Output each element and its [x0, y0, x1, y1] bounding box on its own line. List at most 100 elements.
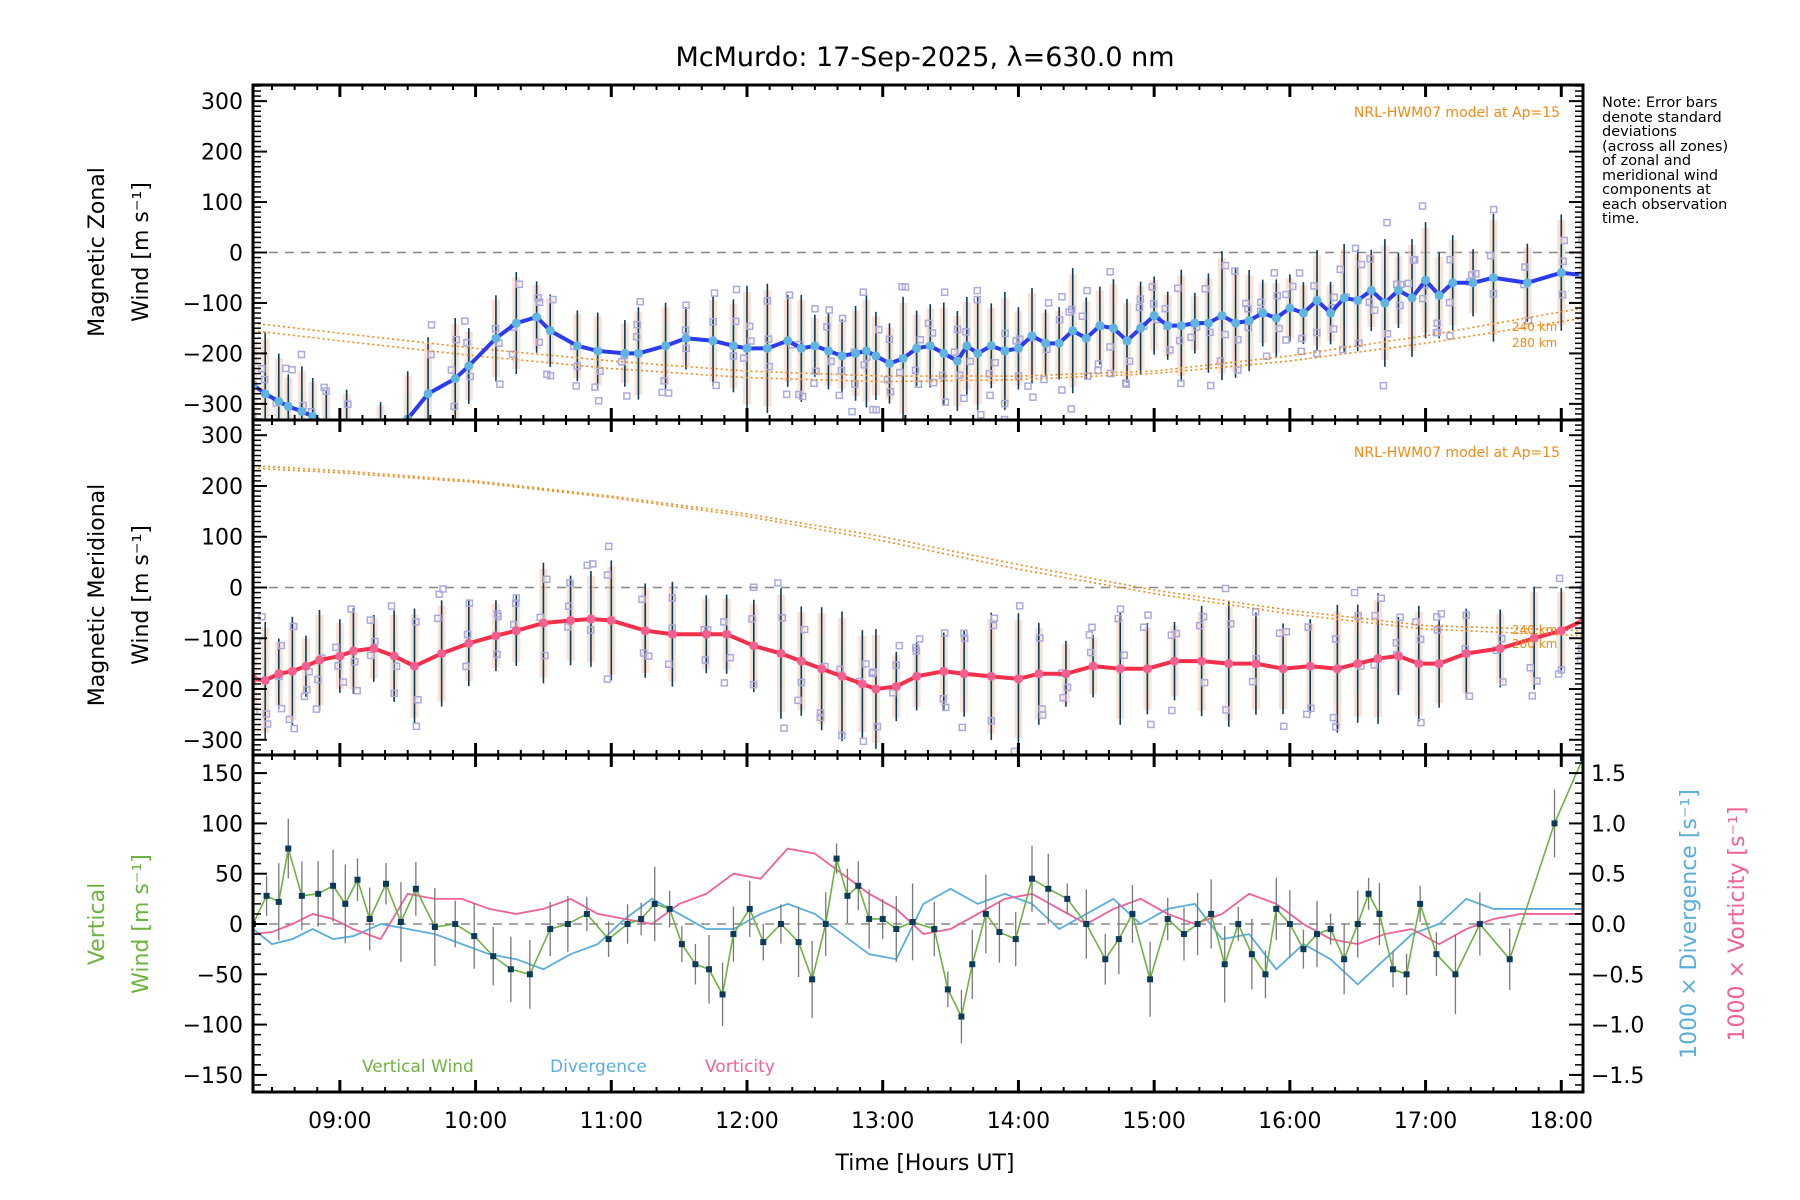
zone-point [1200, 678, 1209, 687]
meridional-wind-point [1013, 674, 1023, 684]
divergence-ylabel: 1000 × Divergence [s⁻¹] [1677, 789, 1702, 1059]
zone-point [1083, 286, 1091, 295]
zone-point [1446, 332, 1454, 340]
zone-point [1313, 349, 1321, 358]
meridional-wind-point [1278, 664, 1288, 674]
zone-point [825, 306, 833, 314]
meridional-wind-point [1088, 661, 1098, 671]
zone-point [1147, 720, 1155, 729]
meridional-ylabel-line1: Magnetic Meridional [85, 484, 110, 706]
zone-point [324, 444, 330, 450]
zonal-wind-point [342, 430, 351, 439]
zone-point [874, 326, 883, 334]
y-tick-label: 200 [201, 475, 243, 500]
zone-point [439, 585, 447, 593]
meridional-wind-point [986, 671, 996, 681]
meridional-wind-point [287, 666, 297, 676]
zone-point [1251, 608, 1260, 616]
zonal-wind-point [1027, 331, 1037, 341]
zonal-wind-point [810, 341, 820, 351]
x-tick-label: 18:00 [1530, 1109, 1593, 1134]
zonal-ylabel-line1: Magnetic Zonal [85, 167, 110, 337]
zone-point [534, 294, 542, 302]
zone-point [664, 389, 673, 397]
vertical-wind-point [1083, 921, 1090, 928]
zone-point [387, 602, 396, 610]
zone-point [731, 317, 740, 326]
meridional-wind-point [857, 679, 867, 689]
zone-point [377, 446, 383, 452]
vertical-wind-point [526, 971, 533, 978]
zone-point [288, 366, 296, 374]
zone-point [785, 291, 794, 299]
zone-point [816, 713, 825, 722]
vertical-wind-point [547, 926, 554, 933]
zone-point [1526, 664, 1535, 672]
meridional-wind-point [301, 661, 311, 671]
zone-point [1559, 257, 1568, 266]
x-tick-label: 14:00 [987, 1109, 1050, 1134]
zone-point [461, 317, 469, 325]
meridional-wind-point [491, 631, 501, 641]
zonal-model-label: NRL-HWM07 model at Ap=15 [1354, 105, 1560, 121]
zone-point [848, 407, 856, 416]
zone-point [977, 410, 985, 419]
zone-point [1029, 393, 1037, 401]
zonal-wind-point [1068, 326, 1078, 336]
zone-point [322, 387, 330, 395]
zone-point [1187, 333, 1195, 342]
zone-point [749, 680, 758, 689]
vertical-wind-point [412, 885, 419, 892]
zone-point [639, 649, 648, 657]
zone-point [412, 618, 420, 626]
zonal-wind-point [681, 333, 691, 343]
y-tick-label: 100 [201, 812, 243, 837]
zone-point [379, 438, 385, 444]
zone-point [633, 320, 641, 329]
zonal-wind-point [283, 401, 293, 411]
zonal-wind-point [823, 346, 833, 356]
meridional-wind-point [749, 641, 759, 651]
zone-point [1015, 602, 1024, 610]
meridional-wind-point [1142, 664, 1152, 674]
zone-point [258, 613, 266, 621]
zone-point [1059, 693, 1067, 702]
zone-point [1015, 335, 1024, 343]
meridional-wind-point [912, 671, 922, 681]
vertical-wind-point [746, 905, 753, 912]
zone-point [1528, 692, 1537, 700]
meridional-wind-point [871, 684, 881, 694]
zonal-wind-point [851, 348, 861, 358]
zone-point [434, 614, 442, 623]
zone-point [1166, 346, 1174, 354]
zone-point [1248, 677, 1257, 686]
zone-point [958, 723, 966, 732]
meridional-ylabel-line2: Wind [m s⁻¹] [129, 525, 154, 665]
zone-point [412, 722, 421, 731]
chart-title: McMurdo: 17-Sep-2025, λ=630.0 nm [675, 42, 1174, 73]
zonal-model-alt-240: 240 km [1512, 320, 1557, 334]
zone-point [1357, 260, 1366, 269]
zonal-wind-point [1448, 278, 1458, 288]
vertical-wind-point [1476, 921, 1483, 928]
zone-point [1044, 299, 1053, 307]
zone-point [1383, 218, 1391, 227]
zonal-wind-point [1244, 316, 1254, 326]
zone-point [901, 283, 910, 291]
zone-point [950, 348, 959, 357]
zonal-wind-point [1041, 338, 1051, 348]
zone-point [1122, 380, 1131, 388]
zone-point [960, 634, 969, 642]
zone-point [493, 610, 502, 618]
zone-point [953, 325, 962, 334]
zone-point [1175, 336, 1184, 345]
vertical-wind-point [507, 966, 514, 973]
zone-point [1354, 612, 1362, 620]
zone-point [1038, 705, 1046, 713]
zone-point [912, 647, 921, 655]
zonal-wind-point [986, 341, 996, 351]
y2-tick-label: 1.5 [1591, 762, 1626, 787]
zone-point [986, 391, 994, 400]
meridional-wind-point [1115, 664, 1125, 674]
